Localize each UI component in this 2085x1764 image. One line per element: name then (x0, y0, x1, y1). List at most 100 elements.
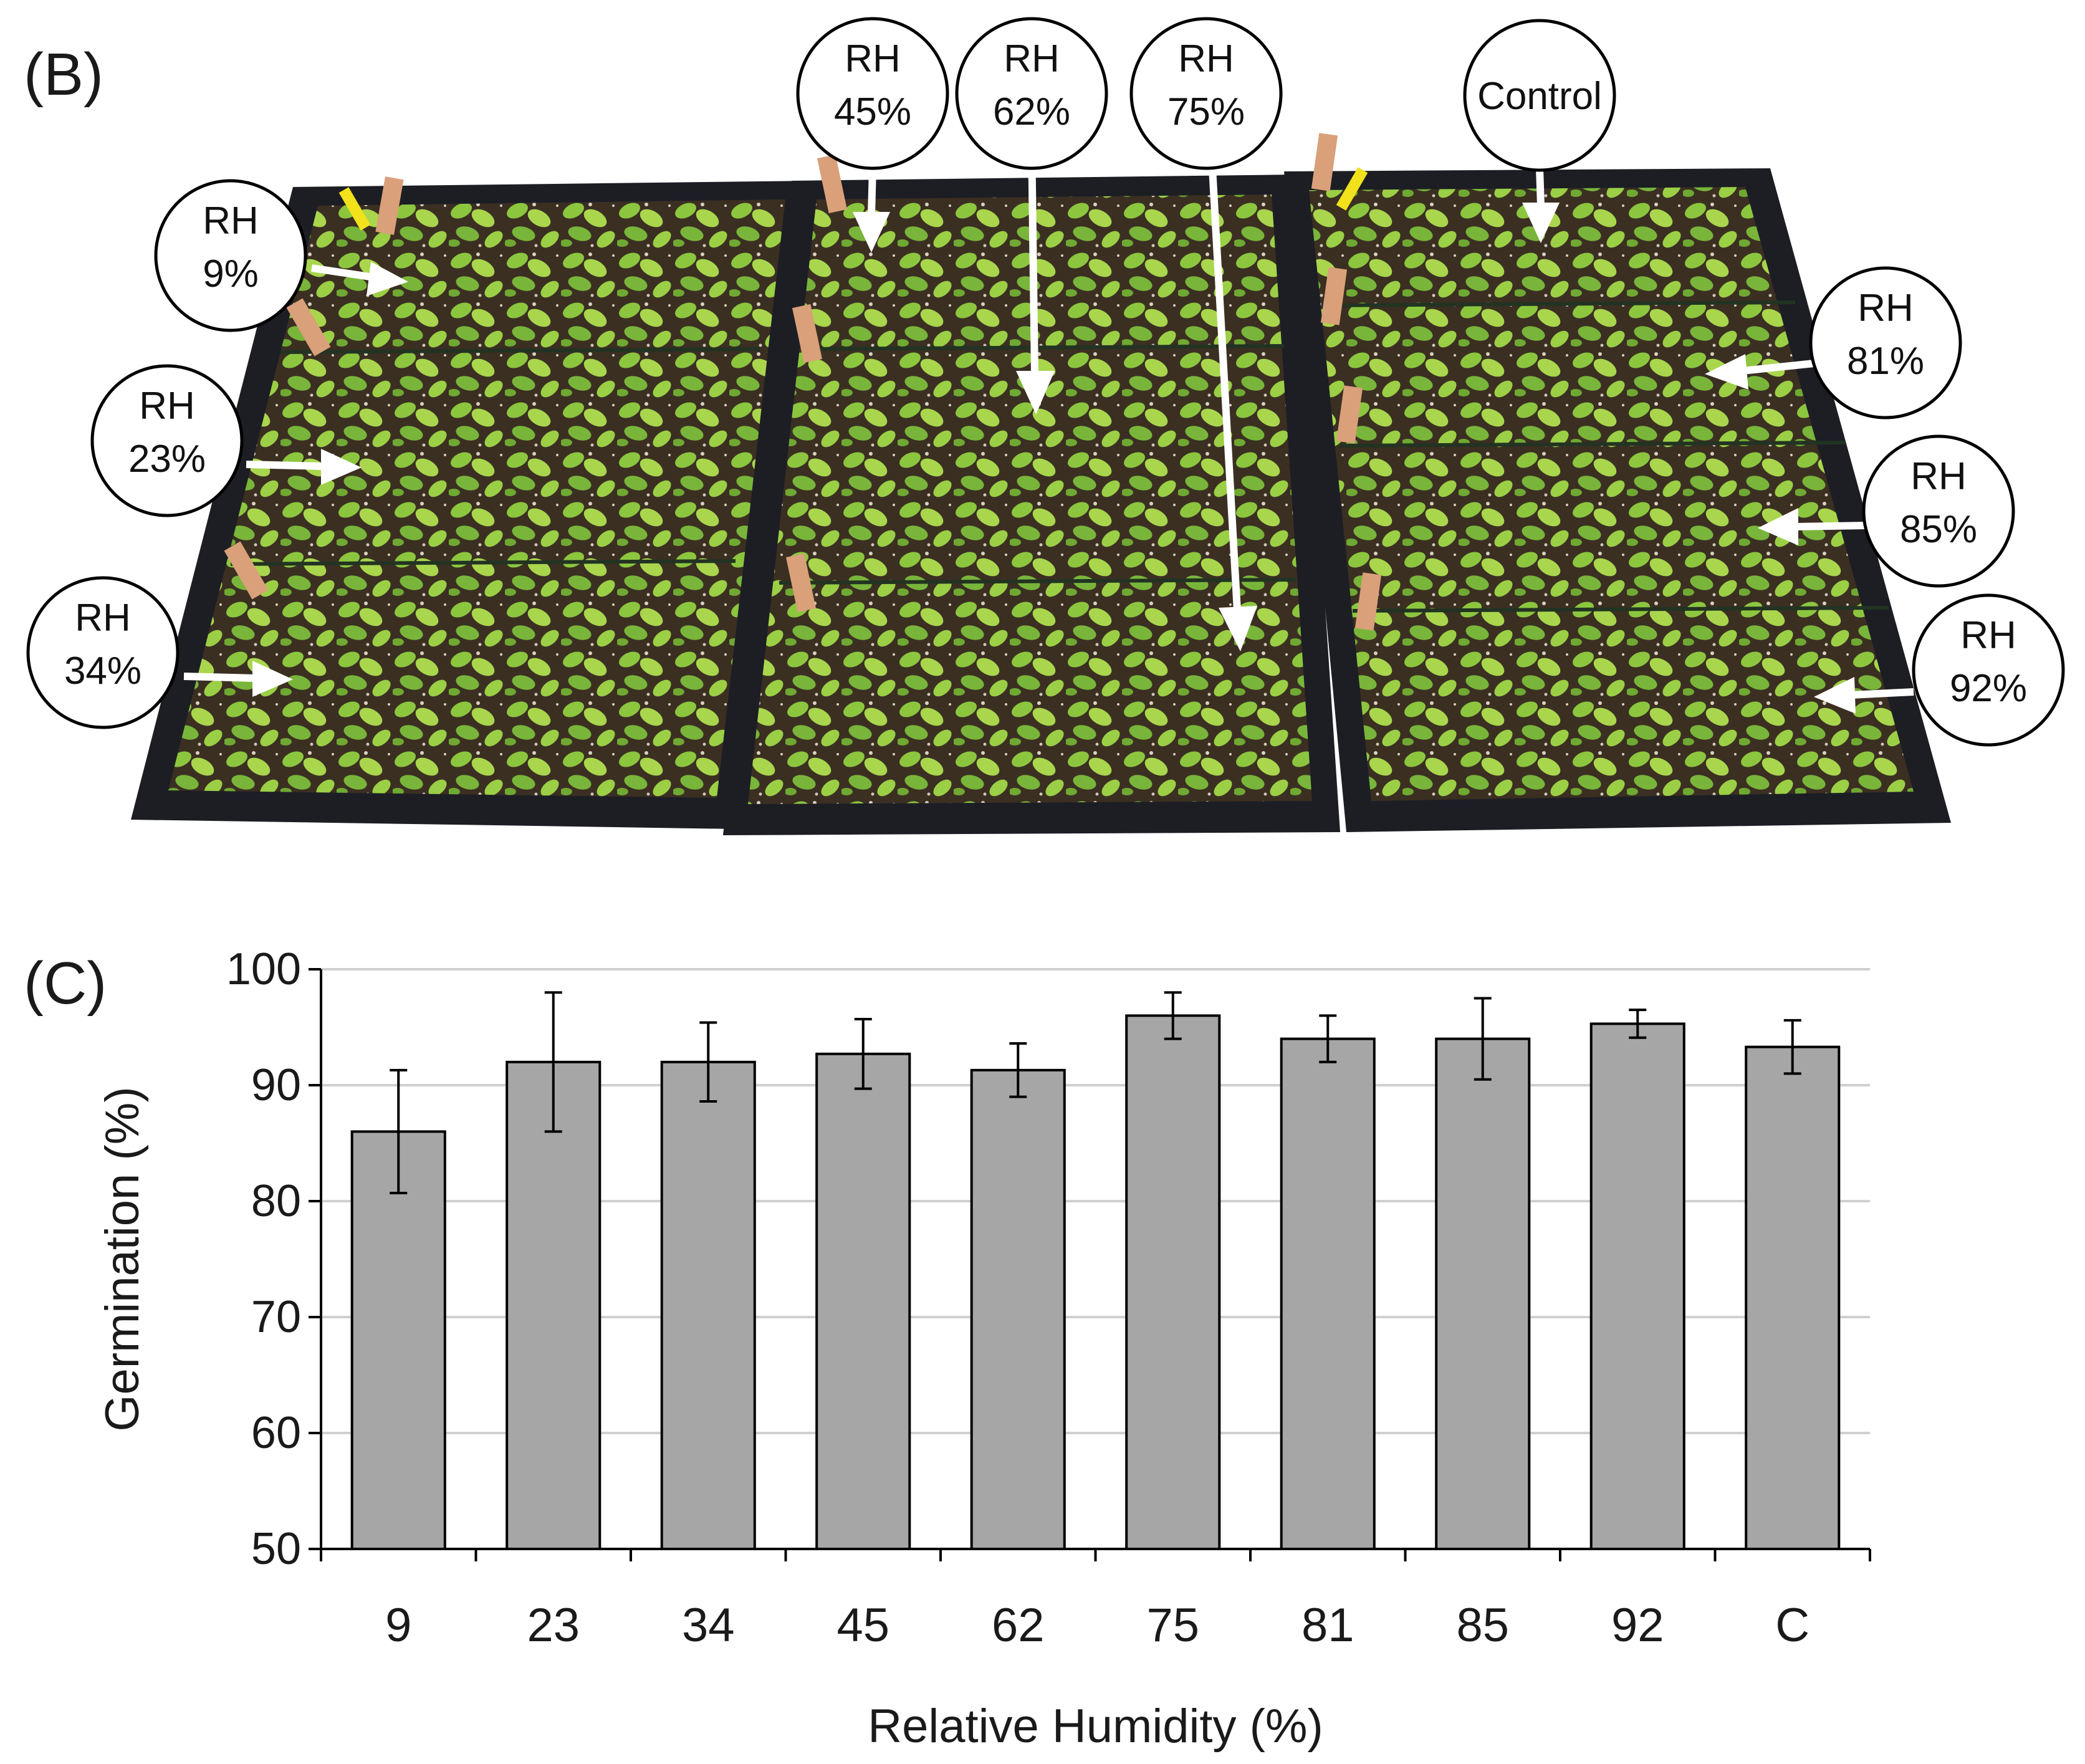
callout-value: 75% (1167, 90, 1245, 133)
callout-value: 45% (834, 90, 911, 133)
bar (1280, 1037, 1376, 1550)
callout-rh23: RH 23% (90, 364, 244, 517)
bar (970, 1068, 1066, 1550)
callout-rh81: RH 81% (1809, 266, 1962, 419)
seedling-trays-photo (131, 133, 1951, 835)
callout-label: RH (139, 385, 195, 428)
callout-label: Control (1477, 75, 1602, 118)
callout-value: 81% (1847, 340, 1924, 383)
arrow-rh81 (1742, 360, 1814, 375)
x-tick-label: 34 (682, 1599, 735, 1652)
x-tick-label: 62 (992, 1599, 1045, 1652)
bar (1125, 1014, 1221, 1550)
row-divider (230, 559, 736, 566)
arrow-rh75 (1209, 168, 1241, 611)
x-tick-label: 9 (385, 1599, 411, 1652)
arrow-head (1219, 606, 1257, 651)
callout-value: 34% (64, 650, 141, 693)
x-tick-label: 92 (1611, 1599, 1664, 1652)
panel-c-letter: (C) (24, 950, 107, 1017)
bar (506, 1060, 602, 1551)
callout-rh34: RH 34% (26, 576, 180, 729)
x-tick-label: 85 (1456, 1599, 1509, 1652)
callout-rh9: RH 9% (154, 179, 307, 332)
bar (1435, 1037, 1531, 1550)
yellow-marker (338, 187, 371, 231)
callout-rh45: RH 45% (796, 17, 949, 170)
arrow-head (1705, 354, 1748, 390)
tray-right-interior (1309, 187, 1914, 801)
arrow-head (1758, 508, 1798, 545)
arrow-rh34 (183, 673, 256, 682)
plant-label-stake (1320, 267, 1348, 325)
bar (815, 1052, 911, 1550)
callout-label: RH (1910, 455, 1967, 498)
callout-rh75: RH 75% (1129, 17, 1283, 170)
arrow-control (1536, 168, 1545, 206)
plant-label-stake (1354, 572, 1382, 631)
plant-label-stake (1311, 133, 1338, 191)
callout-value: 9% (203, 252, 259, 295)
arrow-head (1522, 203, 1560, 243)
arrow-rh85 (1795, 522, 1867, 530)
callout-value: 92% (1950, 667, 2027, 710)
callout-value: 23% (128, 438, 206, 481)
row-divider (1352, 606, 1889, 613)
arrow-rh9 (311, 264, 375, 281)
row-divider (779, 578, 1297, 585)
callout-control: Control (1463, 19, 1616, 172)
x-tick-label: 75 (1146, 1599, 1199, 1652)
arrow-head (367, 262, 408, 296)
callout-rh85: RH 85% (1862, 434, 2015, 588)
arrow-head (252, 661, 293, 697)
plant-label-stake (1336, 385, 1363, 444)
plant-label-stake (286, 298, 331, 357)
arrow-head (1814, 677, 1856, 714)
callout-label: RH (1960, 614, 2016, 657)
plant-label-stake (792, 304, 823, 363)
bar (1589, 1022, 1685, 1551)
panel-b-letter: (B) (24, 41, 103, 108)
bar (1745, 1045, 1841, 1550)
y-tick-label: 80 (251, 1176, 301, 1226)
callout-label: RH (75, 597, 131, 640)
callout-arrows (183, 140, 1914, 714)
yellow-marker (1336, 167, 1368, 211)
y-tick-label: 60 (251, 1408, 301, 1458)
x-tick-label: C (1775, 1599, 1809, 1652)
y-tick-label: 50 (251, 1524, 301, 1574)
bar (350, 1130, 446, 1550)
x-tick-label: 45 (836, 1599, 889, 1652)
row-divider (1340, 441, 1846, 448)
arrow-rh23 (246, 461, 325, 470)
plant-label-stake (785, 553, 817, 613)
callout-rh92: RH 92% (1912, 593, 2065, 747)
row-divider (803, 344, 1285, 351)
callout-value: 62% (993, 90, 1070, 133)
plant-label-stake (817, 154, 848, 214)
y-axis-title: Germination (%) (96, 1086, 149, 1431)
arrow-rh62 (1028, 140, 1038, 375)
arrow-head (1016, 371, 1055, 415)
row-divider (1321, 300, 1796, 307)
callout-label: RH (203, 199, 259, 242)
callout-label: RH (845, 37, 901, 80)
x-tick-label: 81 (1301, 1599, 1354, 1652)
row-divider (280, 347, 761, 354)
callout-value: 85% (1900, 508, 1977, 551)
arrow-head (853, 212, 890, 252)
germination-bar-chart: 50 60 70 80 90 100 9 23 34 45 62 75 81 85 92 C Relative … (96, 944, 1871, 1753)
arrow-rh45 (868, 168, 876, 216)
callout-bubbles: RH 9% RH 23% RH 34% RH 45% RH 62% RH 75% (26, 17, 2065, 747)
x-tick-label: 23 (527, 1599, 580, 1652)
callout-label: RH (1178, 37, 1234, 80)
bar (660, 1060, 756, 1551)
callout-label: RH (1857, 287, 1914, 330)
y-tick-label: 100 (226, 944, 301, 994)
callout-label: RH (1004, 37, 1060, 80)
callout-rh62: RH 62% (955, 17, 1108, 170)
plant-label-stake (224, 541, 269, 600)
plant-label-stake (375, 176, 404, 235)
y-tick-label: 70 (251, 1292, 301, 1342)
